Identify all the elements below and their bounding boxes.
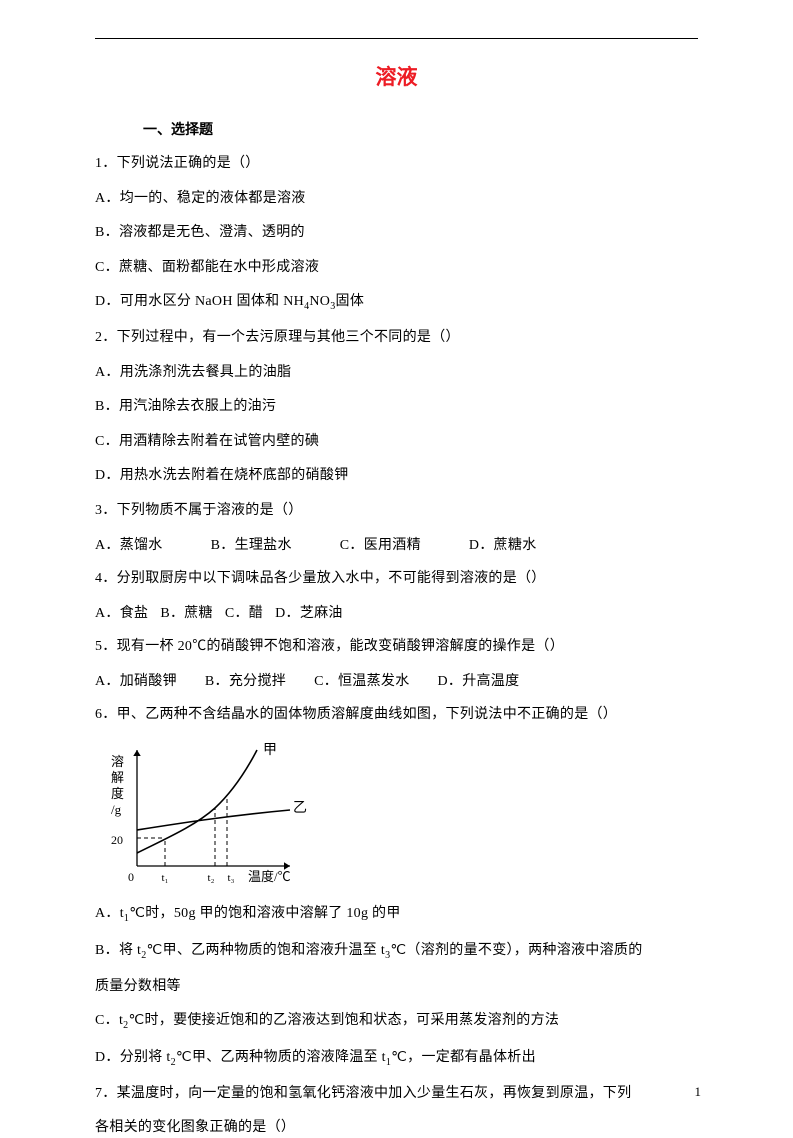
svg-text:解: 解 <box>111 770 124 785</box>
q6-opt-b-line2: 质量分数相等 <box>95 976 698 997</box>
svg-text:温度/℃: 温度/℃ <box>248 869 291 884</box>
q3-opt-a: A．蒸馏水 <box>95 538 163 553</box>
svg-text:甲: 甲 <box>263 743 277 758</box>
q6-a-post: ℃时，50g 甲的饱和溶液中溶解了 10g 的甲 <box>129 906 400 921</box>
svg-text:度: 度 <box>111 786 124 801</box>
q6-opt-c: C．t2℃时，要使接近饱和的乙溶液达到饱和状态，可采用蒸发溶剂的方法 <box>95 1010 698 1033</box>
q3-stem: 3．下列物质不属于溶液的是（） <box>95 500 698 521</box>
q4-stem: 4．分别取厨房中以下调味品各少量放入水中，不可能得到溶液的是（） <box>95 568 698 589</box>
page-title: 溶液 <box>95 61 698 91</box>
q6-d-post: ℃，一定都有晶体析出 <box>391 1050 536 1065</box>
q6-d-mid: ℃甲、乙两种物质的溶液降温至 t <box>176 1050 386 1065</box>
q5-stem: 5．现有一杯 20℃的硝酸钾不饱和溶液，能改变硝酸钾溶解度的操作是（） <box>95 636 698 657</box>
q4-opt-c: C．醋 <box>225 606 263 621</box>
q6-b-mid: ℃甲、乙两种物质的饱和溶液升温至 t <box>147 943 386 958</box>
svg-text:20: 20 <box>111 833 123 847</box>
q1-d-mid: NO <box>309 294 330 309</box>
svg-text:t₁: t₁ <box>162 872 169 884</box>
q6-c-pre: C．t <box>95 1013 123 1028</box>
q6-opt-d: D．分别将 t2℃甲、乙两种物质的溶液降温至 t1℃，一定都有晶体析出 <box>95 1047 698 1070</box>
svg-text:溶: 溶 <box>111 754 124 769</box>
q5-opt-b: B．充分搅拌 <box>205 674 286 689</box>
section-heading: 一、选择题 <box>143 119 698 139</box>
svg-text:/g: /g <box>111 802 122 817</box>
q1-d-pre: D．可用水区分 NaOH 固体和 NH <box>95 294 304 309</box>
q2-opt-b: B．用汽油除去衣服上的油污 <box>95 396 698 417</box>
svg-text:乙: 乙 <box>293 800 307 816</box>
q1-opt-c: C．蔗糖、面粉都能在水中形成溶液 <box>95 257 698 278</box>
q6-b-pre: B．将 t <box>95 943 141 958</box>
q4-options: A．食盐 B．蔗糖 C．醋 D．芝麻油 <box>95 602 698 622</box>
q6-c-post: ℃时，要使接近饱和的乙溶液达到饱和状态，可采用蒸发溶剂的方法 <box>128 1013 559 1028</box>
q5-opt-a: A．加硝酸钾 <box>95 674 177 689</box>
q2-opt-a: A．用洗涤剂洗去餐具上的油脂 <box>95 362 698 383</box>
q1-opt-d: D．可用水区分 NaOH 固体和 NH4NO3固体 <box>95 291 698 314</box>
q3-opt-d: D．蔗糖水 <box>469 538 537 553</box>
q6-stem: 6．甲、乙两种不含结晶水的固体物质溶解度曲线如图，下列说法中不正确的是（） <box>95 704 698 725</box>
q4-opt-b: B．蔗糖 <box>160 606 213 621</box>
q7-stem-line2: 各相关的变化图象正确的是（） <box>95 1117 698 1138</box>
q1-opt-a: A．均一的、稳定的液体都是溶液 <box>95 188 698 209</box>
q3-opt-b: B．生理盐水 <box>211 538 292 553</box>
q1-opt-b: B．溶液都是无色、澄清、透明的 <box>95 222 698 243</box>
svg-text:t₃: t₃ <box>228 872 235 884</box>
q3-opt-c: C．医用酒精 <box>340 538 421 553</box>
solubility-chart: 溶解度/g 20 0 t₁ t₂ t₃ 温度/℃ 甲乙 <box>95 738 698 893</box>
q4-opt-d: D．芝麻油 <box>275 606 343 621</box>
q6-opt-b-line1: B．将 t2℃甲、乙两种物质的饱和溶液升温至 t3℃（溶剂的量不变），两种溶液中… <box>95 940 698 963</box>
page-number: 1 <box>695 1084 702 1100</box>
q6-a-pre: A．t <box>95 906 124 921</box>
q2-opt-c: C．用酒精除去附着在试管内壁的碘 <box>95 431 698 452</box>
q3-options: A．蒸馏水 B．生理盐水 C．医用酒精 D．蔗糖水 <box>95 534 698 554</box>
q6-d-pre: D．分别将 t <box>95 1050 171 1065</box>
q1-d-post: 固体 <box>336 294 365 309</box>
q5-opt-d: D．升高温度 <box>438 674 520 689</box>
q4-opt-a: A．食盐 <box>95 606 148 621</box>
top-horizontal-rule <box>95 38 698 39</box>
q5-options: A．加硝酸钾 B．充分搅拌 C．恒温蒸发水 D．升高温度 <box>95 670 698 690</box>
svg-text:t₂: t₂ <box>208 872 215 884</box>
q6-opt-a: A．t1℃时，50g 甲的饱和溶液中溶解了 10g 的甲 <box>95 903 698 926</box>
q2-stem: 2．下列过程中，有一个去污原理与其他三个不同的是（） <box>95 327 698 348</box>
q6-b-post: ℃（溶剂的量不变），两种溶液中溶质的 <box>390 943 642 958</box>
q1-stem: 1．下列说法正确的是（） <box>95 153 698 174</box>
q5-opt-c: C．恒温蒸发水 <box>314 674 409 689</box>
svg-text:0: 0 <box>128 870 134 884</box>
solubility-chart-svg: 溶解度/g 20 0 t₁ t₂ t₃ 温度/℃ 甲乙 <box>95 738 310 893</box>
q7-stem-line1: 7．某温度时，向一定量的饱和氢氧化钙溶液中加入少量生石灰，再恢复到原温，下列 <box>95 1083 698 1104</box>
q2-opt-d: D．用热水洗去附着在烧杯底部的硝酸钾 <box>95 465 698 486</box>
